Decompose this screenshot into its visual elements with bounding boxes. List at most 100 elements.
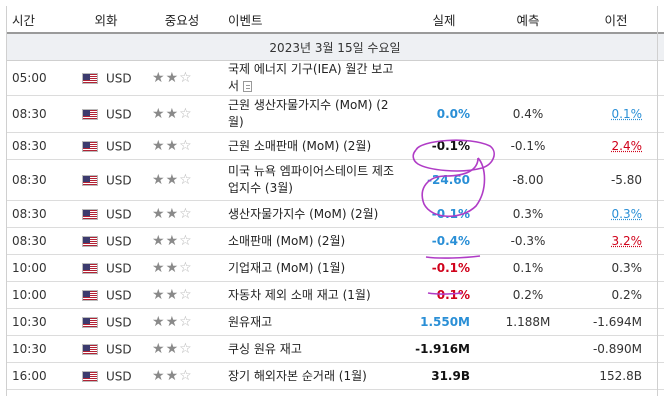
- row-previous: 0.1%: [568, 95, 664, 133]
- star-filled-icon: ★: [152, 314, 166, 330]
- row-event[interactable]: 근원 생산자물가지수 (MoM) (2월): [222, 95, 400, 133]
- header-previous[interactable]: 이전: [568, 6, 664, 34]
- currency-code: USD: [106, 261, 132, 276]
- header-time[interactable]: 시간: [6, 6, 70, 34]
- star-filled-icon: ★: [165, 70, 180, 86]
- row-event[interactable]: 국제 에너지 기구(IEA) 월간 보고서: [222, 60, 400, 96]
- table-row[interactable]: 05:00 USD ★★☆ 국제 에너지 기구(IEA) 월간 보고서: [6, 60, 664, 96]
- table-row[interactable]: 08:30 USD ★★☆ 근원 생산자물가지수 (MoM) (2월) 0.0% 0.4%…: [6, 95, 664, 133]
- row-currency: USD: [70, 254, 142, 282]
- star-filled-icon: ★: [165, 172, 180, 188]
- row-forecast: 1.188M: [488, 308, 568, 336]
- row-event[interactable]: 원유재고: [222, 308, 400, 336]
- row-currency: USD: [70, 335, 142, 363]
- star-filled-icon: ★: [165, 368, 180, 384]
- us-flag-icon: [82, 174, 98, 186]
- header-event[interactable]: 이벤트: [222, 6, 400, 34]
- event-name[interactable]: 생산자물가지수 (MoM) (2월): [228, 206, 379, 221]
- event-name[interactable]: 자동차 제외 소매 재고 (1월): [228, 287, 371, 302]
- importance-stars: ★★☆: [142, 200, 222, 228]
- economic-calendar: 시간 외화 중요성 이벤트 실제 예측 이전 2023년 3월 15일 수요일 …: [6, 6, 664, 396]
- table-row[interactable]: 16:00 USD ★★☆ 장기 해외자본 순거래 (1월) 31.9B 152.8B: [6, 362, 664, 390]
- row-event[interactable]: 미국 뉴욕 엠파이어스테이트 제조업지수 (3월): [222, 159, 400, 201]
- currency-code: USD: [106, 234, 132, 249]
- us-flag-icon: [82, 343, 98, 355]
- row-actual: -0.1%: [400, 132, 488, 160]
- star-empty-icon: ☆: [179, 287, 193, 303]
- row-event[interactable]: 자동차 제외 소매 재고 (1월): [222, 281, 400, 309]
- star-filled-icon: ★: [165, 138, 180, 154]
- row-time: 16:00: [6, 362, 70, 390]
- row-actual: [400, 60, 488, 96]
- row-forecast: [488, 60, 568, 96]
- row-event[interactable]: 쿠싱 원유 재고: [222, 335, 400, 363]
- table-row[interactable]: 10:30 USD ★★☆ 쿠싱 원유 재고 -1.916M -0.890M: [6, 335, 664, 363]
- table-row[interactable]: 10:00 USD ★★☆ 기업재고 (MoM) (1월) -0.1% 0.1% 0.3%: [6, 254, 664, 282]
- currency-code: USD: [106, 107, 132, 122]
- star-filled-icon: ★: [152, 172, 166, 188]
- row-currency: USD: [70, 159, 142, 201]
- previous-value: -0.890M: [592, 342, 642, 356]
- row-currency: USD: [70, 60, 142, 96]
- previous-value: -5.80: [610, 173, 642, 187]
- row-forecast: -0.1%: [488, 132, 568, 160]
- star-filled-icon: ★: [152, 287, 166, 303]
- event-name[interactable]: 원유재고: [228, 314, 273, 329]
- document-icon[interactable]: [243, 81, 253, 92]
- us-flag-icon: [82, 72, 98, 84]
- table-row[interactable]: 08:30 USD ★★☆ 미국 뉴욕 엠파이어스테이트 제조업지수 (3월) -24.…: [6, 159, 664, 201]
- currency-code: USD: [106, 207, 132, 222]
- table-row[interactable]: 10:00 USD ★★☆ 자동차 제외 소매 재고 (1월) 0.1% 0.2% 0.2%: [6, 281, 664, 309]
- event-name[interactable]: 국제 에너지 기구(IEA) 월간 보고서: [228, 62, 394, 93]
- row-event[interactable]: 생산자물가지수 (MoM) (2월): [222, 200, 400, 228]
- event-name[interactable]: 쿠싱 원유 재고: [228, 341, 302, 356]
- header-forecast[interactable]: 예측: [488, 6, 568, 34]
- star-filled-icon: ★: [152, 138, 166, 154]
- row-event[interactable]: 소매판매 (MoM) (2월): [222, 227, 400, 255]
- importance-stars: ★★☆: [142, 60, 222, 96]
- us-flag-icon: [82, 108, 98, 120]
- row-forecast: 0.2%: [488, 281, 568, 309]
- currency-code: USD: [106, 288, 132, 303]
- row-event[interactable]: 근원 소매판매 (MoM) (2월): [222, 132, 400, 160]
- row-actual: -0.4%: [400, 227, 488, 255]
- star-filled-icon: ★: [165, 206, 180, 222]
- star-empty-icon: ☆: [179, 260, 193, 276]
- row-event[interactable]: 장기 해외자본 순거래 (1월): [222, 362, 400, 390]
- importance-stars: ★★☆: [142, 281, 222, 309]
- header-actual[interactable]: 실제: [400, 6, 488, 34]
- star-empty-icon: ☆: [179, 206, 193, 222]
- us-flag-icon: [82, 140, 98, 152]
- star-empty-icon: ☆: [179, 172, 193, 188]
- table-row[interactable]: 08:30 USD ★★☆ 생산자물가지수 (MoM) (2월) -0.1% 0.3% 0.…: [6, 200, 664, 228]
- table-row[interactable]: 10:30 USD ★★☆ 원유재고 1.550M 1.188M -1.694M: [6, 308, 664, 336]
- event-name[interactable]: 미국 뉴욕 엠파이어스테이트 제조업지수 (3월): [228, 164, 395, 195]
- header-currency[interactable]: 외화: [70, 6, 142, 34]
- row-previous: -5.80: [568, 159, 664, 201]
- event-name[interactable]: 근원 소매판매 (MoM) (2월): [228, 138, 372, 153]
- row-event[interactable]: 기업재고 (MoM) (1월): [222, 254, 400, 282]
- table-row[interactable]: 08:30 USD ★★☆ 근원 소매판매 (MoM) (2월) -0.1% -0.1% 2…: [6, 132, 664, 160]
- row-forecast: 0.3%: [488, 200, 568, 228]
- star-empty-icon: ☆: [179, 138, 193, 154]
- row-currency: USD: [70, 362, 142, 390]
- event-name[interactable]: 소매판매 (MoM) (2월): [228, 233, 346, 248]
- event-name[interactable]: 근원 생산자물가지수 (MoM) (2월): [228, 98, 389, 129]
- row-actual: -1.916M: [400, 335, 488, 363]
- star-filled-icon: ★: [152, 106, 166, 122]
- row-previous: 152.8B: [568, 362, 664, 390]
- row-currency: USD: [70, 95, 142, 133]
- event-name[interactable]: 기업재고 (MoM) (1월): [228, 260, 346, 275]
- star-filled-icon: ★: [165, 314, 180, 330]
- event-name[interactable]: 장기 해외자본 순거래 (1월): [228, 368, 367, 383]
- currency-code: USD: [106, 369, 132, 384]
- row-time: 10:30: [6, 308, 70, 336]
- table-row[interactable]: 08:30 USD ★★☆ 소매판매 (MoM) (2월) -0.4% -0.3% 3.2%: [6, 227, 664, 255]
- star-empty-icon: ☆: [179, 314, 193, 330]
- previous-value: 0.2%: [611, 288, 643, 302]
- star-filled-icon: ★: [152, 260, 166, 276]
- importance-stars: ★★☆: [142, 254, 222, 282]
- importance-stars: ★★☆: [142, 308, 222, 336]
- header-importance[interactable]: 중요성: [142, 6, 222, 34]
- currency-code: USD: [106, 139, 132, 154]
